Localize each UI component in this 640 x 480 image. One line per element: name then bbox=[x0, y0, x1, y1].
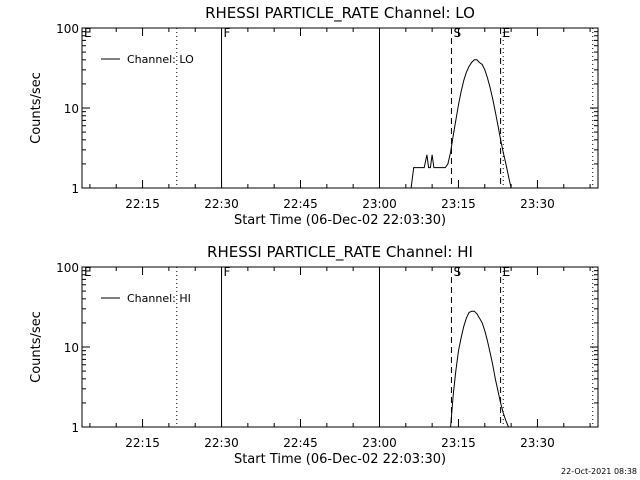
marker-label: S bbox=[453, 265, 461, 279]
x-tick-label: 23:00 bbox=[362, 436, 397, 450]
generation-timestamp: 22-Oct-2021 08:38 bbox=[561, 467, 637, 476]
y-axis-title: Counts/sec bbox=[29, 311, 44, 383]
chart-panel-hi: RHESSI PARTICLE_RATE Channel: HI 22:15 22:… bbox=[29, 243, 599, 467]
chart-title: RHESSI PARTICLE_RATE Channel: LO bbox=[205, 4, 475, 23]
y-tick-label: 100 bbox=[56, 261, 79, 275]
series-line bbox=[410, 59, 512, 189]
x-tick-label: 23:15 bbox=[441, 436, 476, 450]
x-axis-title: Start Time (06-Dec-02 22:03:30) bbox=[234, 452, 446, 467]
chart-title: RHESSI PARTICLE_RATE Channel: HI bbox=[207, 243, 473, 262]
x-tick-label: 22:45 bbox=[283, 436, 318, 450]
x-tick-label: 22:30 bbox=[204, 436, 239, 450]
y-tick-label: 10 bbox=[64, 102, 79, 116]
x-tick-label: 22:30 bbox=[204, 197, 239, 211]
marker-label: S bbox=[453, 26, 461, 40]
y-axis-title: Counts/sec bbox=[29, 72, 44, 144]
y-tick-label: 1 bbox=[71, 421, 79, 435]
x-axis-title: Start Time (06-Dec-02 22:03:30) bbox=[234, 213, 446, 228]
plot-frame bbox=[81, 27, 599, 189]
marker-label: E bbox=[84, 265, 92, 279]
chart-panel-lo: RHESSI PARTICLE_RATE Channel: LO 22:15 22:… bbox=[29, 4, 599, 228]
x-tick-label: 22:15 bbox=[125, 436, 160, 450]
y-tick-label: 1 bbox=[71, 182, 79, 196]
series-line bbox=[450, 310, 509, 428]
x-tick-label: 23:15 bbox=[441, 197, 476, 211]
marker-label: E bbox=[84, 26, 92, 40]
legend-label: Channel: HI bbox=[127, 292, 191, 305]
x-tick-label: 23:00 bbox=[362, 197, 397, 211]
x-tick-label: 22:15 bbox=[125, 197, 160, 211]
marker-label: F bbox=[224, 26, 231, 40]
y-tick-label: 100 bbox=[56, 22, 79, 36]
x-tick-label: 22:45 bbox=[283, 197, 318, 211]
plot-frame bbox=[81, 266, 599, 428]
x-tick-label: 23:30 bbox=[520, 436, 555, 450]
legend-label: Channel: LO bbox=[127, 53, 194, 66]
marker-label: E bbox=[503, 26, 511, 40]
y-tick-label: 10 bbox=[64, 341, 79, 355]
marker-label: F bbox=[224, 265, 231, 279]
x-tick-label: 23:30 bbox=[520, 197, 555, 211]
marker-label: E bbox=[503, 265, 511, 279]
